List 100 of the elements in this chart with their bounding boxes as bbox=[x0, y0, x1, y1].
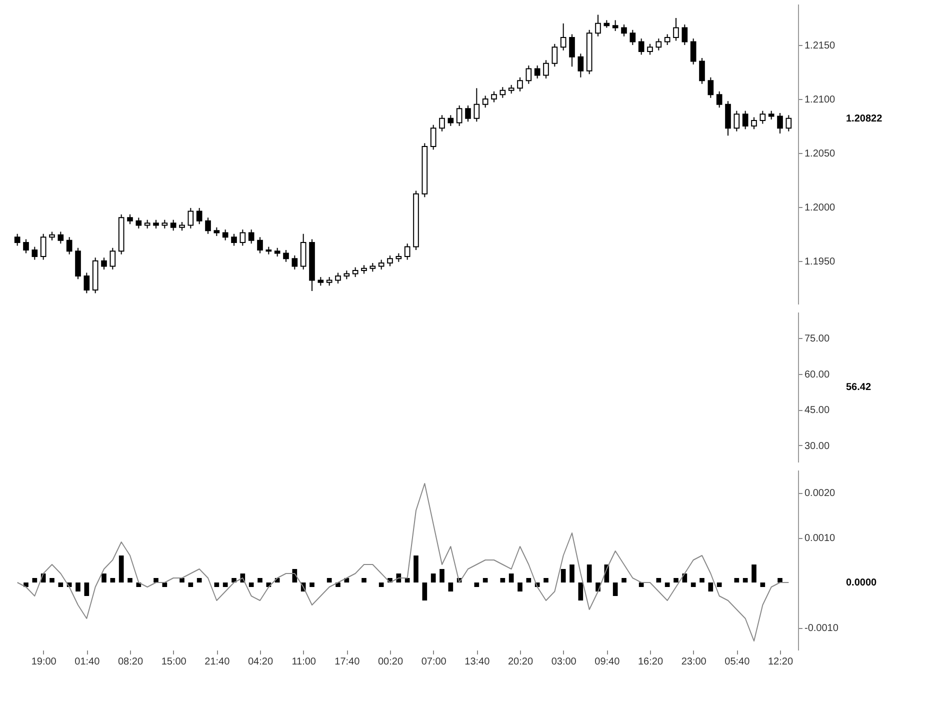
line-series bbox=[16, 483, 790, 642]
candlestick bbox=[621, 24, 627, 37]
bar bbox=[154, 578, 158, 582]
candlestick bbox=[448, 114, 454, 126]
y-tick-label: -0.0010 bbox=[804, 623, 839, 634]
candlestick bbox=[716, 90, 722, 108]
x-tick-label: 23:00 bbox=[681, 656, 707, 668]
bar bbox=[544, 578, 548, 582]
candlestick bbox=[196, 207, 202, 225]
candlestick bbox=[404, 243, 410, 260]
candlestick bbox=[690, 38, 696, 65]
bar bbox=[742, 578, 748, 582]
candlestick bbox=[430, 124, 436, 150]
candlestick bbox=[474, 88, 480, 122]
candlestick bbox=[14, 233, 20, 246]
text: 1.20822 bbox=[846, 113, 883, 124]
bar bbox=[84, 582, 90, 596]
candlestick bbox=[500, 86, 506, 98]
candlestick bbox=[647, 43, 653, 56]
candlestick bbox=[560, 22, 566, 51]
candlestick bbox=[595, 14, 601, 37]
candlestick bbox=[534, 65, 540, 79]
bar bbox=[674, 578, 678, 582]
y-tick-label: 45.00 bbox=[804, 405, 830, 416]
candlestick bbox=[40, 233, 46, 260]
candlestick bbox=[231, 233, 237, 246]
candlestick bbox=[543, 60, 549, 79]
bar bbox=[180, 578, 184, 582]
x-tick-label: 16:20 bbox=[638, 656, 664, 668]
bar bbox=[690, 582, 696, 587]
bar bbox=[586, 564, 592, 582]
candlestick bbox=[456, 104, 462, 126]
x-tick-label: 20:20 bbox=[508, 656, 534, 668]
candlestick bbox=[32, 246, 38, 260]
candlestick bbox=[673, 18, 679, 42]
x-tick-label: 04:20 bbox=[248, 656, 274, 668]
candlestick bbox=[465, 104, 471, 122]
bar bbox=[188, 582, 194, 587]
bar bbox=[110, 578, 116, 582]
x-tick-label: 01:40 bbox=[74, 656, 100, 668]
candlestick bbox=[578, 53, 584, 78]
candlestick bbox=[188, 207, 194, 229]
candlestick bbox=[777, 112, 783, 134]
bar bbox=[196, 578, 202, 582]
candlestick bbox=[491, 90, 497, 103]
candlestick bbox=[725, 100, 731, 136]
bar bbox=[700, 578, 704, 582]
y-tick-label: 1.2000 bbox=[804, 202, 836, 214]
bar bbox=[778, 578, 782, 582]
bar bbox=[248, 582, 254, 587]
y-tick-label: 1.1950 bbox=[804, 256, 836, 268]
candlestick bbox=[751, 116, 757, 130]
candlestick bbox=[170, 219, 176, 232]
bar bbox=[664, 582, 670, 587]
candlestick bbox=[664, 34, 670, 46]
candlestick bbox=[682, 24, 688, 46]
bar bbox=[526, 578, 532, 582]
bar bbox=[214, 582, 220, 587]
bar bbox=[32, 578, 38, 582]
bar bbox=[482, 578, 488, 582]
candlestick bbox=[300, 233, 306, 270]
candlestick bbox=[110, 247, 116, 270]
candlestick bbox=[352, 266, 358, 278]
candlestick bbox=[257, 236, 263, 254]
bar bbox=[378, 582, 384, 587]
bar bbox=[760, 582, 766, 587]
bar bbox=[310, 582, 314, 587]
x-tick-label: 05:40 bbox=[724, 656, 750, 668]
bar bbox=[656, 578, 662, 582]
bar bbox=[58, 582, 64, 587]
bar bbox=[560, 569, 566, 582]
candlestick bbox=[699, 57, 705, 84]
x-tick-label: 19:00 bbox=[31, 656, 57, 668]
candlestick bbox=[66, 236, 72, 255]
candlestick bbox=[58, 231, 64, 244]
candlestick bbox=[786, 114, 792, 132]
bar bbox=[500, 578, 506, 582]
bar bbox=[708, 582, 714, 592]
bar bbox=[508, 574, 514, 582]
x-tick-label: 15:00 bbox=[161, 656, 187, 668]
candlestick bbox=[335, 272, 341, 284]
bar bbox=[128, 578, 132, 582]
bar bbox=[752, 564, 756, 582]
candlestick bbox=[222, 229, 228, 241]
x-tick-label: 13:40 bbox=[464, 656, 490, 668]
candlestick bbox=[612, 20, 618, 32]
bar bbox=[102, 574, 106, 582]
y-tick-label: 60.00 bbox=[804, 369, 830, 380]
bar bbox=[578, 582, 584, 600]
candlestick bbox=[439, 114, 445, 132]
bar bbox=[734, 578, 740, 582]
bar bbox=[716, 582, 722, 587]
x-tick-label: 00:20 bbox=[378, 656, 404, 668]
bar bbox=[76, 582, 80, 592]
x-tick-label: 11:00 bbox=[292, 656, 316, 668]
x-tick-label: 21:40 bbox=[204, 656, 230, 668]
y-tick-label: 1.2050 bbox=[804, 148, 836, 160]
candlestick bbox=[283, 250, 289, 262]
bar bbox=[612, 582, 618, 596]
x-tick-label: 12:20 bbox=[768, 656, 794, 668]
